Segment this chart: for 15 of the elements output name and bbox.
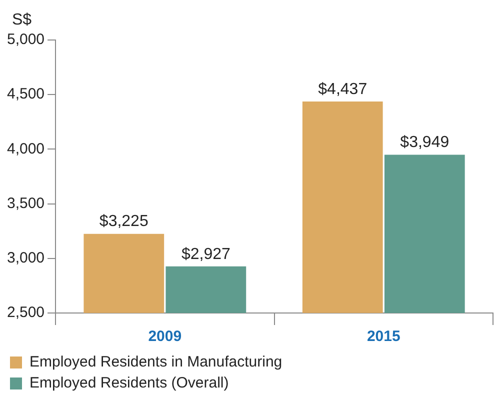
y-tick-label: 4,000 [6, 140, 45, 158]
y-tick-label: 2,500 [6, 304, 45, 322]
legend-label: Employed Residents (Overall) [30, 374, 229, 392]
y-tick-label: 3,500 [6, 194, 45, 212]
x-tick-label: 2009 [148, 328, 182, 346]
data-label: $4,437 [318, 80, 368, 98]
y-tick-label: 4,500 [6, 86, 45, 103]
data-label: $2,927 [181, 246, 230, 263]
y-tick-label: 3,000 [6, 250, 45, 267]
y-axis-title: S$ [12, 11, 32, 28]
data-label: $3,225 [99, 213, 148, 230]
y-tick-label: 5,000 [6, 31, 45, 48]
x-tick-label: 2015 [366, 328, 400, 346]
data-label: $3,949 [400, 134, 450, 152]
legend-label: Employed Residents in Manufacturing [30, 354, 282, 371]
